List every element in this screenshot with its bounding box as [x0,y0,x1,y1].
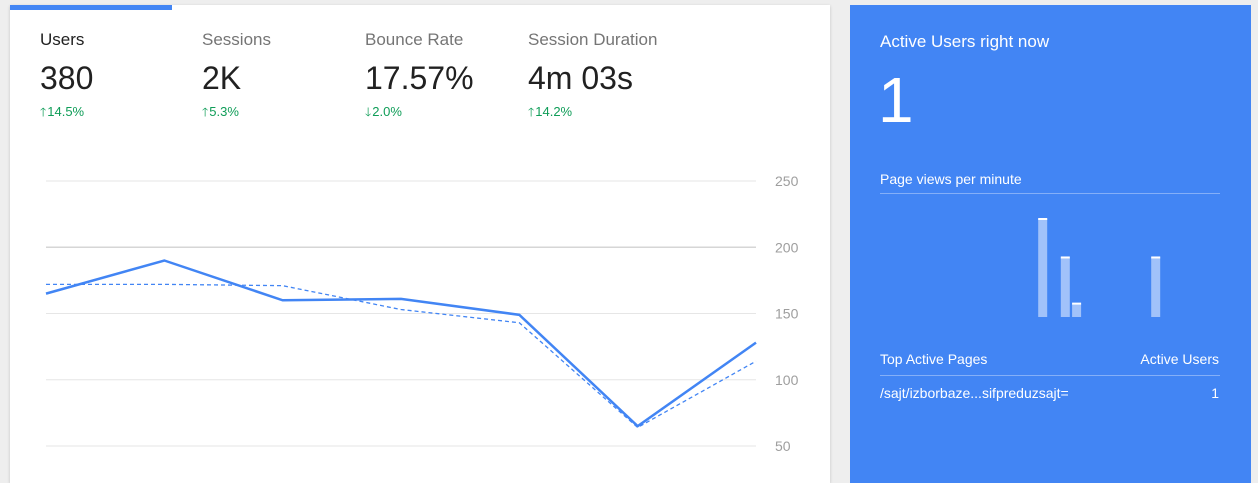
metric-change: 🡑14.5% [40,103,200,124]
pageview-bar[interactable] [1060,257,1070,317]
metric-value: 4m 03s [528,60,633,96]
active-users-count: 1 [878,64,914,136]
y-tick-label: 150 [775,306,799,322]
pageview-bar-cap [1072,302,1082,305]
pageview-bar[interactable] [1038,219,1048,317]
realtime-panel: Active Users right now 1 Page views per … [850,5,1251,483]
current-series-line [45,259,757,428]
page-active-users: 1 [1211,385,1219,401]
metric-value: 17.57% [365,60,474,96]
comparison-series-line [46,283,757,429]
y-tick-label: 100 [775,372,799,388]
metric-value: 2K [202,60,242,96]
metric-tab-session-duration[interactable]: Session Duration 4m 03s 🡑14.2% [528,30,688,124]
metric-label: Bounce Rate [365,30,464,49]
arrow-up-icon: 🡑 [40,105,47,119]
metric-tab-users[interactable]: Users 380 🡑14.5% [40,30,200,124]
metric-tab-sessions[interactable]: Sessions 2K 🡑5.3% [202,30,362,124]
realtime-title: Active Users right now [880,32,1050,51]
metric-change: 🡓2.0% [365,103,525,124]
y-tick-label: 250 [775,173,799,189]
divider [880,375,1220,376]
arrow-down-icon: 🡓 [365,105,372,119]
metric-change: 🡑14.2% [528,103,688,124]
metric-change-value: 14.5% [47,104,85,119]
active-users-header: Active Users [1140,351,1219,367]
pageview-bar-cap [1060,256,1070,259]
pageview-bar-cap [1038,218,1048,220]
metric-change-value: 5.3% [209,104,239,119]
pageview-bar[interactable] [1072,303,1082,317]
arrow-up-icon: 🡑 [528,105,535,119]
y-tick-label: 50 [775,438,791,454]
pageview-bar-cap [1151,256,1161,259]
y-tick-label: 200 [775,239,799,255]
top-pages-header: Top Active Pages [880,351,988,367]
metric-change-value: 14.2% [535,104,573,119]
metric-label: Users [40,30,85,49]
active-tab-indicator [10,5,172,10]
pageview-bar[interactable] [1151,257,1161,317]
divider [880,193,1220,194]
metric-label: Session Duration [528,30,658,49]
users-line-chart: 50 100 150 200 250 [45,173,799,454]
metric-tab-bounce-rate[interactable]: Bounce Rate 17.57% 🡓2.0% [365,30,525,124]
pageviews-bar-chart [1038,218,1161,317]
pageviews-label: Page views per minute [880,171,1022,187]
metric-change-value: 2.0% [372,104,402,119]
metric-label: Sessions [202,30,271,49]
metric-value: 380 [40,60,94,96]
arrow-up-icon: 🡑 [202,105,209,119]
metric-change: 🡑5.3% [202,103,362,124]
metrics-card [10,5,830,483]
page-url[interactable]: /sajt/izborbaze...sifpreduzsajt= [880,385,1069,401]
